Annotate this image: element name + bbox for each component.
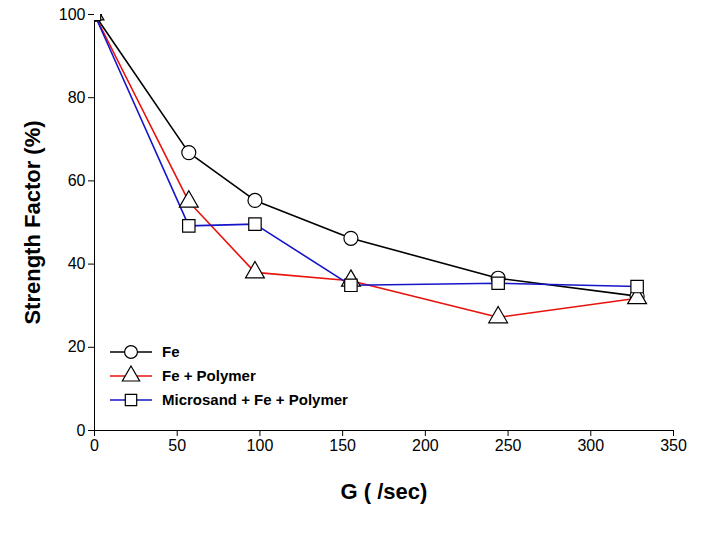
svg-text:200: 200	[412, 437, 439, 454]
svg-text:G ( /sec): G ( /sec)	[341, 479, 428, 504]
svg-text:Strength Factor (%): Strength Factor (%)	[20, 120, 45, 324]
svg-text:80: 80	[68, 89, 86, 106]
svg-text:300: 300	[577, 437, 604, 454]
svg-text:Microsand + Fe + Polymer: Microsand + Fe + Polymer	[162, 391, 348, 408]
svg-text:Fe: Fe	[162, 343, 180, 360]
svg-text:100: 100	[247, 437, 274, 454]
svg-text:0: 0	[90, 437, 99, 454]
svg-text:Fe + Polymer: Fe + Polymer	[162, 367, 256, 384]
svg-text:350: 350	[660, 437, 687, 454]
svg-text:150: 150	[329, 437, 356, 454]
svg-text:100: 100	[59, 6, 86, 23]
svg-text:0: 0	[77, 422, 86, 439]
svg-text:50: 50	[168, 437, 186, 454]
svg-text:40: 40	[68, 255, 86, 272]
svg-text:250: 250	[495, 437, 522, 454]
svg-text:60: 60	[68, 172, 86, 189]
svg-text:20: 20	[68, 338, 86, 355]
